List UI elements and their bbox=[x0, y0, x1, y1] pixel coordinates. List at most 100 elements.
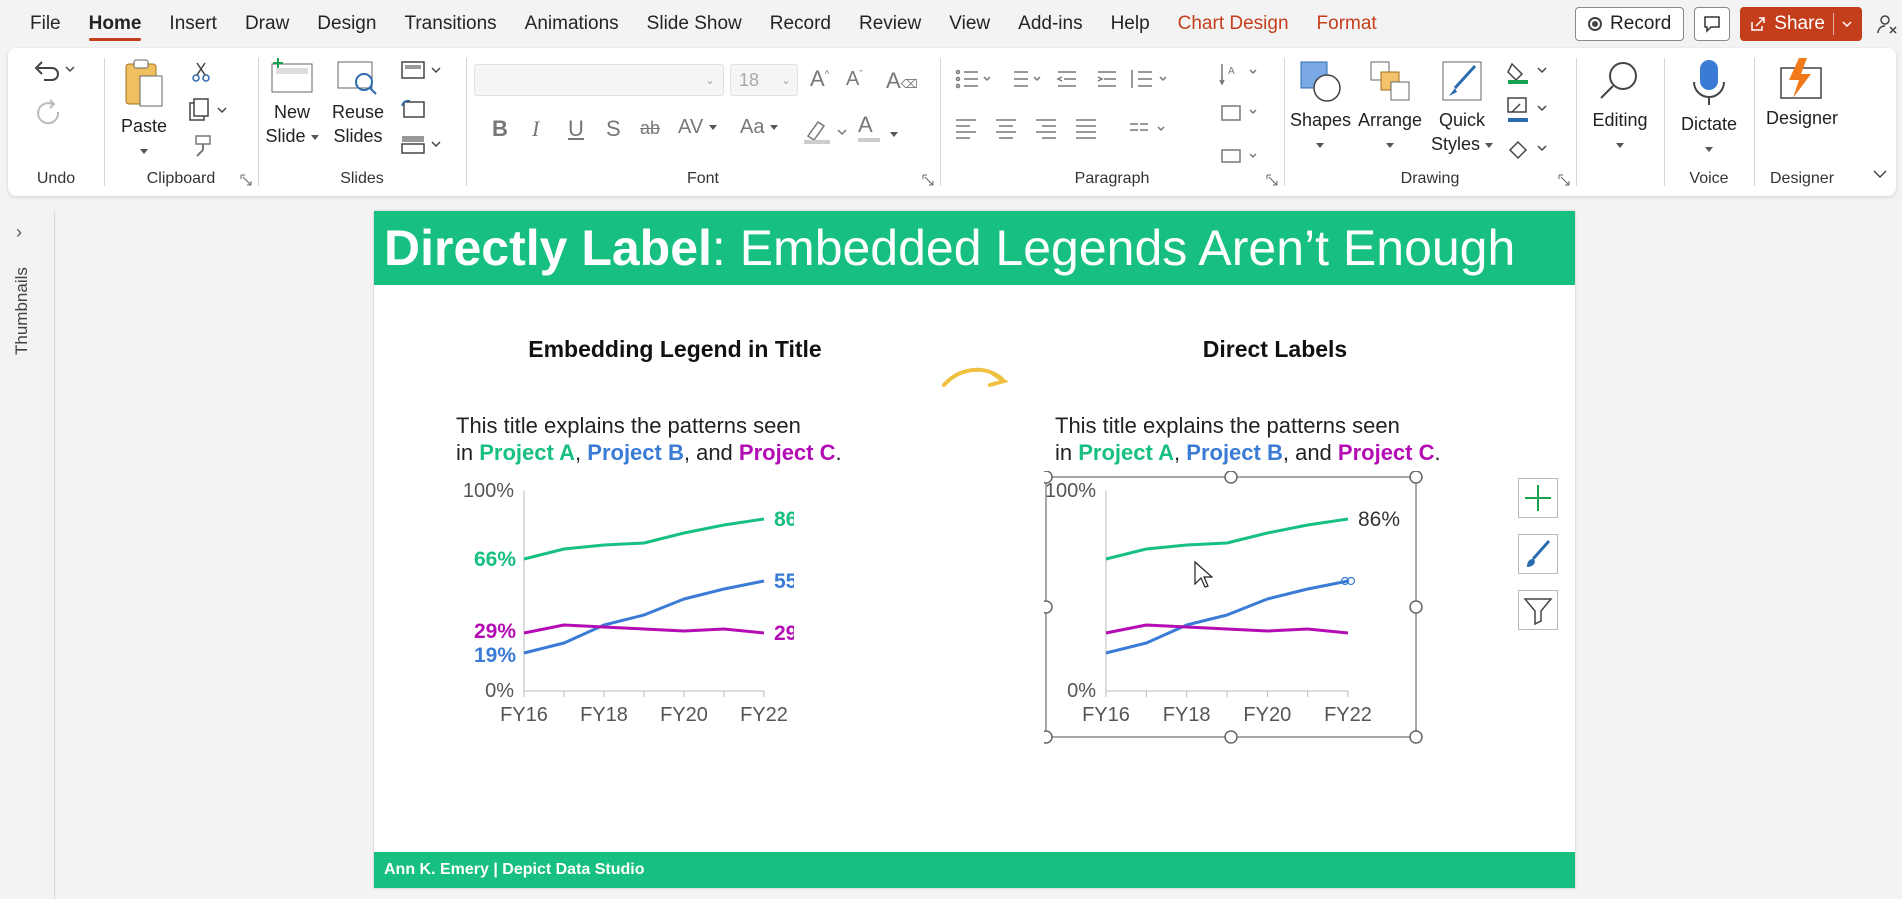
comments-button[interactable] bbox=[1694, 7, 1731, 41]
redo-icon[interactable] bbox=[32, 98, 64, 128]
designer-button[interactable]: Designer bbox=[1760, 58, 1844, 130]
tab-home[interactable]: Home bbox=[75, 0, 156, 48]
tab-draw[interactable]: Draw bbox=[244, 13, 290, 34]
svg-text:A: A bbox=[1228, 66, 1235, 77]
tab-file[interactable]: File bbox=[30, 13, 61, 34]
subtitle-project-b: Project B bbox=[1186, 440, 1283, 465]
tab-add-ins[interactable]: Add-ins bbox=[1018, 13, 1083, 34]
subtitle-project-a: Project A bbox=[1078, 440, 1175, 465]
shape-format-icons[interactable] bbox=[1506, 60, 1552, 170]
editing-group: Editing bbox=[1578, 48, 1662, 196]
tab-insert[interactable]: Insert bbox=[169, 13, 217, 34]
right-panel-title[interactable]: Direct Labels bbox=[1202, 336, 1348, 362]
right-chart-subtitle[interactable]: This title explains the patterns seen in… bbox=[1055, 412, 1441, 466]
font-family-select[interactable]: ⌄ bbox=[474, 64, 724, 96]
grow-font-icon[interactable]: A^ bbox=[810, 66, 830, 91]
format-painter-icon[interactable] bbox=[190, 134, 214, 158]
character-spacing-icon[interactable]: AV bbox=[678, 116, 717, 139]
chart-filters-button[interactable] bbox=[1518, 590, 1558, 630]
slide-header-rest: : Embedded Legends Aren’t Enough bbox=[711, 220, 1516, 276]
tab-review[interactable]: Review bbox=[858, 13, 922, 34]
list-icons[interactable] bbox=[954, 66, 1254, 92]
quick-styles-button[interactable]: Quick Styles bbox=[1430, 58, 1494, 156]
series-line-project-b bbox=[523, 579, 765, 655]
layout-icon[interactable] bbox=[400, 60, 444, 82]
align-icons[interactable] bbox=[954, 116, 1254, 142]
undo-icon[interactable] bbox=[32, 58, 80, 82]
drawing-launcher-icon[interactable] bbox=[1558, 174, 1570, 186]
paste-button[interactable]: Paste bbox=[114, 58, 174, 162]
tab-format[interactable]: Format bbox=[1316, 13, 1377, 34]
collapse-ribbon-icon[interactable] bbox=[1872, 168, 1888, 180]
paragraph-group-label: Paragraph bbox=[1074, 170, 1150, 187]
arrow-icon[interactable] bbox=[940, 361, 1010, 397]
shrink-font-icon[interactable]: Aˇ bbox=[846, 68, 863, 90]
share-button[interactable]: Share bbox=[1740, 7, 1862, 41]
left-panel-title[interactable]: Embedding Legend in Title bbox=[528, 336, 822, 362]
bold-icon[interactable]: B bbox=[492, 116, 508, 141]
font-launcher-icon[interactable] bbox=[922, 174, 934, 186]
subtitle-end: . bbox=[835, 440, 842, 465]
clipboard-group-label: Clipboard bbox=[146, 170, 216, 187]
quick-line2: Styles bbox=[1430, 134, 1480, 154]
chevron-down-icon[interactable] bbox=[1842, 20, 1852, 28]
editing-label: Editing bbox=[1592, 110, 1648, 130]
arrange-icon bbox=[1370, 61, 1410, 101]
tab-chart-design[interactable]: Chart Design bbox=[1177, 13, 1289, 34]
underline-icon[interactable]: U bbox=[568, 116, 584, 141]
strikethrough-icon[interactable]: ab bbox=[640, 118, 661, 138]
data-label-start: 29% bbox=[474, 620, 516, 643]
data-label-end: 86% bbox=[1358, 508, 1400, 531]
tab-design[interactable]: Design bbox=[317, 13, 377, 34]
font-color-icon[interactable]: A bbox=[858, 112, 880, 142]
group-divider bbox=[466, 58, 467, 186]
reuse-slides-button[interactable]: Reuse Slides bbox=[330, 58, 386, 148]
group-divider bbox=[1664, 58, 1665, 186]
change-case-icon[interactable]: Aa bbox=[740, 116, 779, 139]
clear-format-icon[interactable]: A⌫ bbox=[886, 68, 918, 93]
text-direction-icons[interactable]: A bbox=[1218, 60, 1268, 180]
tab-animations[interactable]: Animations bbox=[524, 13, 619, 34]
font-color-dropdown[interactable] bbox=[890, 132, 898, 137]
group-divider bbox=[1576, 58, 1577, 186]
record-icon bbox=[1588, 17, 1603, 31]
tab-view[interactable]: View bbox=[949, 13, 991, 34]
chart-styles-button[interactable] bbox=[1518, 534, 1558, 574]
vertical-scrollbar[interactable] bbox=[1886, 200, 1902, 899]
slide-header[interactable]: Directly Label: Embedded Legends Aren’t … bbox=[374, 211, 1575, 285]
copy-icon[interactable] bbox=[188, 98, 232, 122]
thumbnails-label[interactable]: Thumbnails bbox=[12, 267, 31, 355]
record-button[interactable]: Record bbox=[1575, 7, 1685, 41]
resize-handle bbox=[1409, 471, 1423, 484]
paragraph-launcher-icon[interactable] bbox=[1266, 174, 1278, 186]
font-size-select[interactable]: 18 ⌄ bbox=[730, 64, 798, 96]
shapes-button[interactable]: Shapes bbox=[1290, 58, 1352, 156]
tab-record[interactable]: Record bbox=[769, 13, 831, 34]
people-icon[interactable] bbox=[1872, 7, 1902, 41]
shadow-icon[interactable]: S bbox=[606, 116, 621, 141]
tab-transitions[interactable]: Transitions bbox=[404, 13, 497, 34]
highlight-icon[interactable] bbox=[802, 116, 856, 146]
tab-slide-show[interactable]: Slide Show bbox=[646, 13, 742, 34]
new-slide-button[interactable]: New Slide bbox=[264, 58, 320, 148]
clipboard-group: Paste Clipboard bbox=[106, 48, 256, 196]
tab-help[interactable]: Help bbox=[1110, 13, 1150, 34]
left-chart-subtitle[interactable]: This title explains the patterns seen in… bbox=[456, 412, 842, 466]
clipboard-launcher-icon[interactable] bbox=[240, 174, 252, 186]
right-line-chart[interactable]: 100% 0%FY16 FY18 FY20 FY22 86% bbox=[1044, 471, 1534, 751]
slide-canvas[interactable]: Directly Label: Embedded Legends Aren’t … bbox=[374, 211, 1575, 888]
arrange-label: Arrange bbox=[1358, 110, 1423, 130]
chevron-right-icon[interactable]: › bbox=[16, 222, 22, 242]
dictate-button[interactable]: Dictate bbox=[1670, 58, 1748, 160]
resize-handle bbox=[1224, 730, 1238, 744]
italic-icon[interactable]: I bbox=[532, 116, 540, 141]
section-icon[interactable] bbox=[400, 134, 444, 156]
reset-icon[interactable] bbox=[400, 98, 426, 120]
arrange-button[interactable]: Arrange bbox=[1358, 58, 1422, 156]
cut-icon[interactable] bbox=[190, 60, 214, 84]
chart-elements-button[interactable] bbox=[1518, 478, 1558, 518]
shapes-label: Shapes bbox=[1290, 110, 1352, 130]
editing-button[interactable]: Editing bbox=[1582, 58, 1658, 156]
x-tick-label: FY16 bbox=[500, 704, 548, 726]
